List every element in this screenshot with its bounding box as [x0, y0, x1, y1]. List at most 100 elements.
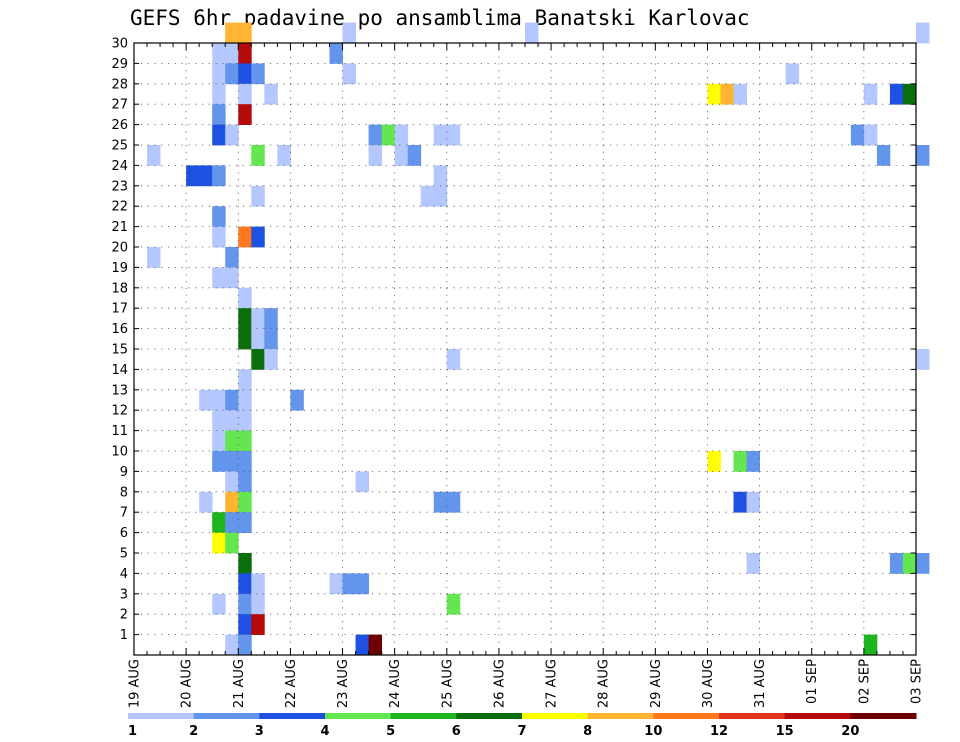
y-tick-label: 6: [120, 526, 128, 541]
y-tick-label: 7: [120, 506, 128, 521]
heatmap-cell: [238, 369, 252, 391]
heatmap-cell: [433, 185, 448, 207]
heatmap-cell: [186, 165, 200, 187]
colorbar-label: 8: [583, 724, 592, 739]
heatmap-cell: [238, 83, 252, 105]
colorbar-swatch: [784, 713, 851, 719]
y-tick-label: 4: [120, 567, 128, 582]
heatmap-cell: [251, 185, 265, 207]
heatmap-cell: [707, 451, 721, 472]
heatmap-cell: [238, 614, 252, 635]
heatmap-cell: [238, 573, 252, 595]
colorbar-label: 5: [386, 724, 395, 739]
x-tick-label: 27 AUG: [545, 659, 560, 708]
heatmap-cell: [212, 226, 226, 248]
y-tick-label: 14: [111, 363, 128, 378]
heatmap-cell: [225, 63, 239, 85]
heatmap-cell: [355, 634, 369, 656]
heatmap-cell: [212, 451, 226, 472]
heatmap-cell: [225, 634, 239, 656]
heatmap-cell: [746, 491, 760, 513]
heatmap-cell: [225, 410, 239, 431]
heatmap-cell: [212, 430, 226, 452]
heatmap-cell: [199, 491, 213, 513]
heatmap-cell: [394, 145, 409, 166]
x-tick-label: 28 AUG: [597, 659, 612, 708]
y-tick-label: 28: [111, 77, 128, 92]
heatmap-cell: [225, 471, 239, 493]
heatmap-cell: [238, 491, 252, 513]
colorbar-swatch: [259, 713, 326, 719]
colorbar-swatch: [456, 713, 523, 719]
x-tick-label: 01 SEP: [805, 659, 820, 704]
heatmap-cell: [238, 512, 252, 533]
heatmap-cell: [889, 83, 904, 105]
heatmap-cell: [212, 124, 226, 146]
heatmap-cell: [290, 389, 304, 411]
y-tick-label: 8: [120, 485, 128, 500]
x-tick-label: 25 AUG: [440, 659, 455, 708]
x-tick-label: 24 AUG: [388, 659, 403, 708]
x-tick-label: 20 AUG: [180, 659, 195, 708]
heatmap-cell: [251, 614, 265, 635]
heatmap-cell: [446, 491, 461, 513]
colorbar-label: 4: [320, 724, 329, 739]
heatmap-cell: [238, 43, 252, 64]
heatmap-cell: [238, 593, 252, 615]
colorbar-swatch: [522, 713, 589, 719]
x-tick-label: 29 AUG: [649, 659, 664, 708]
heatmap-cell: [199, 389, 213, 411]
heatmap-cell: [264, 328, 278, 350]
heatmap-cell: [277, 145, 291, 166]
grid-lines: [134, 42, 916, 655]
heatmap-cell: [785, 63, 800, 85]
heatmap-cell: [225, 491, 239, 513]
heatmap-cell: [264, 308, 278, 329]
x-tick-label: 02 SEP: [857, 659, 872, 704]
y-tick-label: 1: [120, 628, 128, 643]
colorbar-label: 1: [128, 724, 137, 739]
x-tick-label: 31 AUG: [753, 659, 768, 708]
heatmap-cell: [264, 349, 278, 370]
heatmap-cell: [733, 451, 747, 472]
heatmap-cell: [863, 83, 878, 105]
heatmap-cell: [212, 206, 226, 227]
y-tick-label: 16: [111, 322, 128, 337]
heatmap-cell: [238, 410, 252, 431]
heatmap-cell: [355, 471, 369, 493]
heatmap-cell: [863, 124, 878, 146]
heatmap-cell: [394, 124, 409, 146]
heatmap-cell: [238, 22, 252, 44]
heatmap-cell: [225, 247, 239, 268]
heatmap-cell: [225, 22, 239, 44]
colorbar-swatch: [653, 713, 720, 719]
heatmap-cell: [733, 83, 747, 105]
heatmap-cell: [225, 532, 239, 554]
colorbar-swatch: [193, 713, 260, 719]
colorbar-label: 10: [644, 724, 662, 739]
heatmap-cell: [212, 104, 226, 125]
heatmap-cell: [707, 83, 721, 105]
heatmap-cell: [342, 63, 356, 85]
y-tick-label: 3: [120, 587, 128, 602]
y-tick-label: 22: [111, 200, 128, 215]
heatmap-cell: [238, 287, 252, 309]
heatmap-cell: [212, 410, 226, 431]
heatmap-cell: [225, 124, 239, 146]
y-tick-label: 26: [111, 118, 128, 133]
y-tick-label: 17: [111, 302, 128, 317]
colorbar-label: 15: [776, 724, 794, 739]
heatmap-cell: [433, 165, 448, 187]
x-tick-label: 22 AUG: [284, 659, 299, 708]
heatmap-cell: [238, 389, 252, 411]
heatmap-cell: [238, 430, 252, 452]
colorbar-label: 6: [452, 724, 461, 739]
y-tick-label: 30: [111, 37, 128, 52]
heatmap-cell: [525, 22, 539, 44]
y-tick-label: 19: [111, 261, 128, 276]
y-tick-label: 20: [111, 241, 128, 256]
heatmap-cell: [368, 634, 383, 656]
colorbar-label: 3: [255, 724, 264, 739]
colorbar-swatch: [719, 713, 786, 719]
heatmap-cell: [238, 104, 252, 125]
